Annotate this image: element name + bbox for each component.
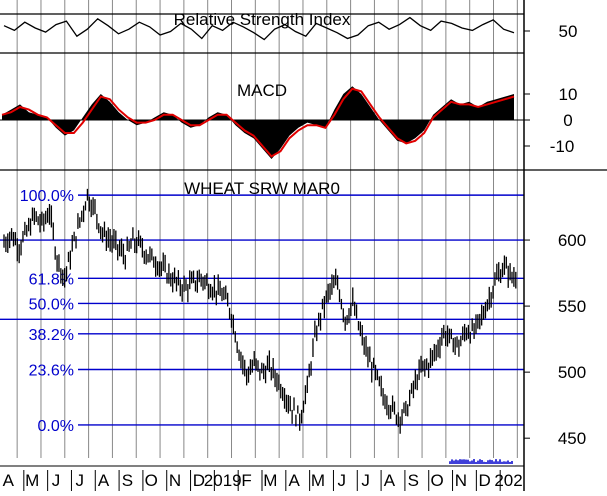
month-label: A <box>3 471 15 490</box>
rsi-ytick-label: 50 <box>559 22 578 41</box>
month-label: J <box>76 471 85 490</box>
macd-ytick-label: -10 <box>550 137 575 156</box>
price-title: WHEAT SRW MAR0 <box>184 179 340 198</box>
month-label: J <box>52 471 61 490</box>
rsi-series-line <box>3 16 515 41</box>
rsi-title: Relative Strength Index <box>174 10 351 29</box>
month-label: 202 <box>494 471 522 490</box>
macd-histogram-area <box>2 86 514 159</box>
grid-layer <box>16 0 518 458</box>
price-ytick-label: 550 <box>558 297 586 316</box>
month-label: S <box>122 471 133 490</box>
month-label: A <box>384 471 396 490</box>
price-panel: WHEAT SRW MAR0 100.0%61.8%50.0%38.2%23.6… <box>0 179 586 464</box>
price-ytick-label: 450 <box>558 429 586 448</box>
month-label: J <box>361 471 370 490</box>
price-ytick-label: 600 <box>558 231 586 250</box>
fib-level-label: 100.0% <box>20 188 74 205</box>
month-label: O <box>145 471 158 490</box>
fib-level-label: 50.0% <box>29 296 74 313</box>
fib-level-label: 23.6% <box>29 362 74 379</box>
month-label: M <box>25 471 39 490</box>
month-label: M <box>311 471 325 490</box>
month-label: 2019 <box>204 471 242 490</box>
macd-signal-line <box>1 87 515 158</box>
rsi-panel: Relative Strength Index 50 <box>0 10 578 54</box>
fib-level-label: 38.2% <box>29 327 74 344</box>
month-label: M <box>263 471 277 490</box>
month-label: A <box>98 471 110 490</box>
month-label: N <box>169 471 181 490</box>
price-ytick-label: 500 <box>558 363 586 382</box>
fib-level-label: 0.0% <box>38 418 74 435</box>
macd-title: MACD <box>237 81 287 100</box>
month-label: J <box>338 471 347 490</box>
macd-ytick-label: 10 <box>559 85 578 104</box>
month-label: S <box>408 471 419 490</box>
month-label: O <box>430 471 443 490</box>
macd-ytick-label: 0 <box>563 111 572 130</box>
month-label: D <box>193 471 205 490</box>
macd-panel: MACD 10 0 -10 <box>0 81 577 159</box>
month-label: F <box>241 471 251 490</box>
month-label: N <box>455 471 467 490</box>
month-label: D <box>479 471 491 490</box>
month-label: A <box>288 471 300 490</box>
